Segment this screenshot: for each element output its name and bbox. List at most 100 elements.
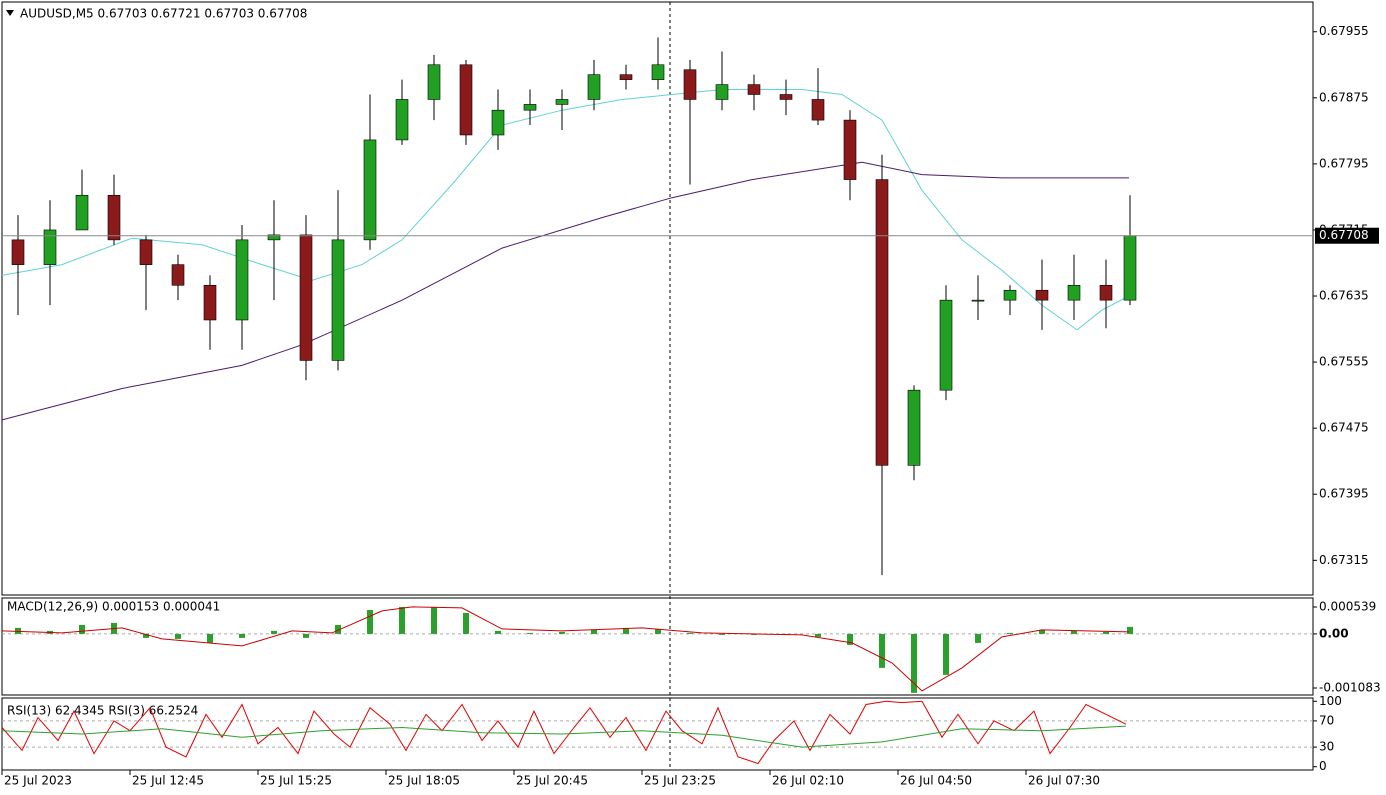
x-tick-label: 25 Jul 20:45 (516, 774, 588, 788)
candle-body (971, 299, 985, 302)
macd-bar (79, 624, 85, 634)
candle-body (1067, 284, 1081, 301)
y-tick-label: 0.67555 (1319, 355, 1369, 369)
macd-bar (15, 627, 21, 634)
macd-panel (1, 597, 1314, 696)
x-tick-label: 25 Jul 12:45 (132, 774, 204, 788)
macd-bar (335, 624, 341, 634)
candle-body (107, 194, 121, 241)
candle-body (875, 179, 889, 466)
macd-bar (175, 633, 181, 639)
candle-body (779, 94, 793, 100)
candle-body (235, 239, 249, 321)
candle-body (811, 99, 825, 121)
macd-bar (1103, 631, 1109, 634)
candle-body (715, 84, 729, 100)
candle-body (331, 239, 345, 361)
macd-title: MACD(12,26,9) 0.000153 0.000041 (7, 600, 220, 614)
candle-body (299, 234, 313, 361)
macd-bar (1127, 626, 1133, 634)
collapse-icon (6, 10, 14, 16)
macd-bar (463, 612, 469, 634)
macd-bar (239, 633, 245, 638)
y-tick-label: 70 (1319, 713, 1334, 727)
macd-bar (495, 630, 501, 634)
macd-bar (431, 606, 437, 634)
candle-body (459, 64, 473, 136)
candle-body (11, 239, 25, 265)
candle-body (939, 299, 953, 391)
y-tick-label: 0.67955 (1319, 24, 1369, 38)
y-tick-label: 100 (1319, 694, 1342, 708)
candle-body (395, 99, 409, 141)
candle-body (267, 234, 281, 241)
macd-bar (527, 632, 533, 634)
candle-body (619, 74, 633, 80)
candle-body (203, 284, 217, 321)
candle-body (1123, 235, 1137, 301)
macd-bar (623, 627, 629, 634)
x-tick-label: 25 Jul 2023 (4, 774, 72, 788)
macd-bar (719, 633, 725, 635)
macd-bar (847, 633, 853, 645)
macd-bar (271, 630, 277, 634)
candle-body (43, 229, 57, 265)
candle-body (427, 64, 441, 100)
rsi-panel (1, 697, 1314, 771)
candle-body (555, 99, 569, 105)
y-tick-label: 30 (1319, 740, 1334, 754)
last-price-box (1315, 227, 1379, 244)
y-tick-label: 0.67475 (1319, 421, 1369, 435)
candle-body (523, 104, 537, 111)
macd-bar (1071, 630, 1077, 634)
candle-body (651, 64, 665, 80)
moving-average (1, 161, 1129, 421)
macd-bar (687, 632, 693, 634)
candle-body (683, 69, 697, 100)
candle-body (843, 119, 857, 180)
macd-bar (1039, 629, 1045, 634)
candle-body (1099, 284, 1113, 301)
macd-bar (911, 633, 917, 693)
macd-bar (303, 633, 309, 638)
x-tick-label: 26 Jul 04:50 (900, 774, 972, 788)
rsi-title: RSI(13) 62.4345 RSI(3) 66.2524 (7, 704, 198, 718)
candle-body (587, 74, 601, 100)
macd-bar (943, 633, 949, 675)
macd-bar (975, 633, 981, 643)
macd-bar (815, 633, 821, 637)
candle-body (907, 389, 921, 466)
moving-average (1, 89, 1130, 331)
macd-bar (207, 633, 213, 643)
candle-body (75, 194, 89, 231)
chart-title: AUDUSD,M5 0.67703 0.67721 0.67703 0.6770… (20, 7, 307, 21)
y-tick-label: 0.67795 (1319, 156, 1369, 170)
macd-bar (367, 609, 373, 634)
rsi-line (1, 725, 1127, 748)
y-tick-label: 0.67315 (1319, 553, 1369, 567)
macd-bar (591, 629, 597, 634)
y-tick-label: 0.000539 (1319, 599, 1376, 613)
candle-body (171, 264, 185, 286)
x-tick-label: 25 Jul 15:25 (260, 774, 332, 788)
candle-body (363, 139, 377, 241)
y-tick-label: 0.67395 (1319, 487, 1369, 501)
candle-body (491, 109, 505, 136)
macd-bar (559, 631, 565, 634)
macd-bar (143, 633, 149, 638)
macd-bar (655, 628, 661, 634)
candle-body (139, 239, 153, 265)
x-tick-label: 26 Jul 07:30 (1028, 774, 1100, 788)
candle-body (1003, 289, 1017, 301)
x-tick-label: 25 Jul 23:25 (644, 774, 716, 788)
x-tick-label: 25 Jul 18:05 (388, 774, 460, 788)
rsi-line (1, 700, 1127, 765)
x-tick-label: 26 Jul 02:10 (772, 774, 844, 788)
macd-signal (1, 606, 1130, 692)
candle-body (747, 84, 761, 95)
y-tick-label: 0 (1319, 759, 1327, 773)
y-tick-label: -0.001083 (1319, 681, 1381, 695)
y-tick-label: 0.00 (1319, 626, 1349, 640)
